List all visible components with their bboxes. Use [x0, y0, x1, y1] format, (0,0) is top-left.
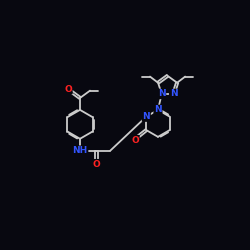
Text: O: O	[64, 84, 72, 94]
Text: N: N	[142, 112, 150, 121]
Text: N: N	[154, 106, 162, 114]
Text: O: O	[92, 160, 100, 169]
Text: N: N	[158, 90, 166, 98]
Text: O: O	[131, 136, 139, 144]
Text: NH: NH	[72, 146, 88, 155]
Text: N: N	[170, 90, 177, 98]
